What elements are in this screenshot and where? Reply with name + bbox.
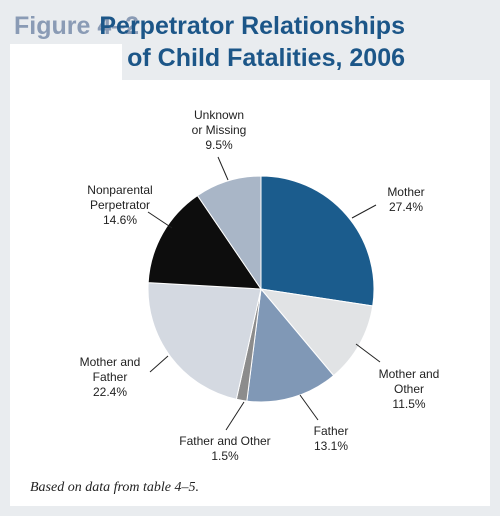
leader-line <box>299 394 319 421</box>
slice-label: Nonparental Perpetrator 14.6% <box>72 183 168 228</box>
pie-slice <box>246 287 335 403</box>
value-label: 14.6% <box>102 213 138 227</box>
pie-slice <box>259 288 374 377</box>
figure-label: Figure 4–2 <box>14 12 140 40</box>
value-label: 1.5% <box>211 449 239 463</box>
category-label: Father <box>313 424 349 438</box>
value-label: 13.1% <box>313 439 349 453</box>
category-label: Unknown or Missing <box>191 108 247 137</box>
leader-line <box>217 156 229 181</box>
slice-label: Father and Other 1.5% <box>170 434 280 464</box>
panel <box>10 44 122 84</box>
slice-label: Father 13.1% <box>296 424 366 454</box>
leader-line <box>225 401 245 431</box>
category-label: Mother and Father <box>79 355 141 384</box>
pie-slice <box>147 282 262 400</box>
category-label: Nonparental Perpetrator <box>87 183 153 212</box>
value-label: 11.5% <box>392 397 426 411</box>
pie-slice <box>196 175 262 291</box>
value-label: 27.4% <box>388 200 424 214</box>
slice-label: Mother 27.4% <box>372 185 440 215</box>
note: Based on data from table 4–5. <box>30 480 200 495</box>
leader-line <box>147 211 173 229</box>
pie-slice <box>260 175 375 307</box>
value-label: 22.4% <box>92 385 128 399</box>
slice-label: Unknown or Missing 9.5% <box>188 108 250 153</box>
category-label: Father and Other <box>179 434 271 448</box>
value-label: 9.5% <box>205 138 233 152</box>
slice-label: Mother and Other 11.5% <box>372 367 446 412</box>
pie-slice <box>147 194 262 290</box>
chart-title: Perpetrator Relationships of Child Fatal… <box>99 12 405 72</box>
category-label: Mother and Other <box>378 367 440 396</box>
leader-line <box>149 355 169 373</box>
slice-label: Mother and Father 22.4% <box>70 355 150 400</box>
leader-line <box>355 343 381 363</box>
leader-line <box>351 204 377 219</box>
category-label: Mother <box>387 185 425 199</box>
